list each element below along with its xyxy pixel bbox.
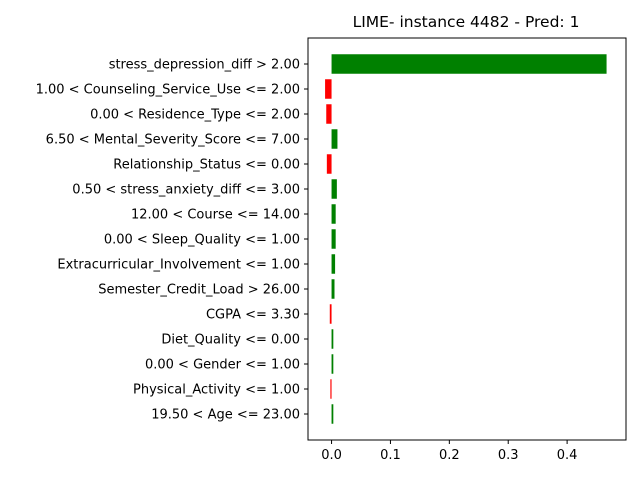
bar-12 [331, 354, 334, 374]
bar-14 [331, 404, 334, 424]
x-tick-label-2: 0.2 [439, 448, 460, 463]
chart-title: LIME- instance 4482 - Pred: 1 [353, 13, 580, 31]
y-tick-label-9: Semester_Credit_Load > 26.00 [98, 283, 300, 298]
x-tick-group: 0.0 0.1 0.2 0.3 0.4 [321, 440, 577, 463]
y-tick-label-5: 0.50 < stress_anxiety_diff <= 3.00 [72, 183, 300, 198]
y-tick-label-4: Relationship_Status <= 0.00 [113, 158, 300, 173]
bars-group [325, 54, 607, 424]
bar-7 [331, 229, 336, 249]
bar-3 [331, 129, 338, 149]
bar-2 [326, 104, 332, 124]
y-tick-label-12: 0.00 < Gender <= 1.00 [145, 358, 300, 373]
bar-11 [331, 329, 334, 349]
bar-6 [331, 204, 336, 224]
y-tick-label-0: stress_depression_diff > 2.00 [109, 58, 300, 73]
y-tick-label-10: CGPA <= 3.30 [206, 308, 300, 323]
bar-8 [331, 254, 336, 274]
bar-13 [330, 379, 332, 399]
x-tick-label-3: 0.3 [498, 448, 519, 463]
y-tick-label-11: Diet_Quality <= 0.00 [161, 333, 300, 348]
x-tick-label-4: 0.4 [557, 448, 578, 463]
y-tick-group: stress_depression_diff > 2.00 1.00 < Coun… [36, 58, 308, 423]
bar-4 [326, 154, 332, 174]
y-tick-label-7: 0.00 < Sleep_Quality <= 1.00 [104, 233, 300, 248]
bar-9 [331, 279, 335, 299]
bar-1 [325, 79, 332, 99]
plot-frame [307, 37, 627, 441]
x-tick-label-1: 0.1 [380, 448, 401, 463]
bar-0 [331, 54, 607, 74]
y-tick-label-8: Extracurricular_Involvement <= 1.00 [57, 258, 300, 273]
y-tick-label-14: 19.50 < Age <= 23.00 [151, 408, 300, 423]
y-tick-label-6: 12.00 < Course <= 14.00 [131, 208, 300, 223]
y-tick-label-3: 6.50 < Mental_Severity_Score <= 7.00 [46, 133, 300, 148]
y-tick-label-1: 1.00 < Counseling_Service_Use <= 2.00 [36, 83, 300, 98]
x-tick-label-0: 0.0 [321, 448, 342, 463]
bar-5 [331, 179, 337, 199]
bar-10 [329, 304, 332, 324]
y-tick-label-13: Physical_Activity <= 1.00 [133, 383, 300, 398]
y-tick-label-2: 0.00 < Residence_Type <= 2.00 [90, 108, 300, 123]
